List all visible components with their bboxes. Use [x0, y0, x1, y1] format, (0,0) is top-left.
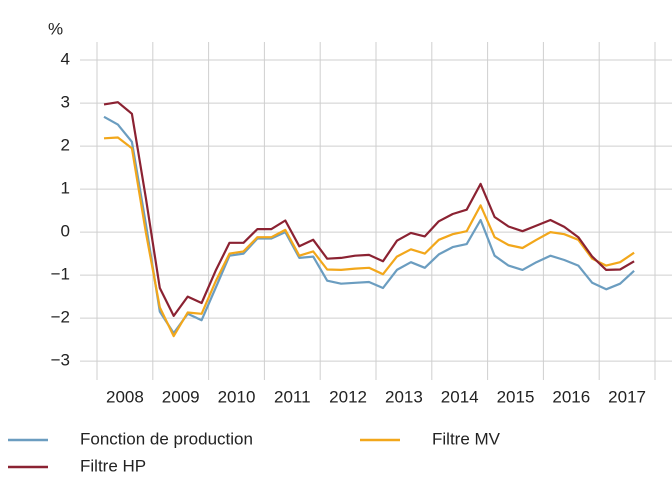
- y-tick-label: −1: [51, 265, 70, 284]
- y-tick-label: −2: [51, 308, 70, 327]
- y-tick-label: 4: [61, 50, 70, 69]
- y-axis-unit: %: [48, 19, 63, 38]
- legend-label: Filtre HP: [80, 456, 146, 475]
- legend-label: Filtre MV: [432, 429, 501, 448]
- x-tick-label: 2016: [552, 387, 590, 406]
- y-tick-label: 1: [61, 179, 70, 198]
- x-tick-label: 2015: [497, 387, 535, 406]
- x-tick-label: 2010: [218, 387, 256, 406]
- y-tick-label: 0: [61, 222, 70, 241]
- x-tick-label: 2011: [274, 387, 311, 406]
- y-tick-label: 3: [61, 93, 70, 112]
- series-line: [103, 115, 635, 335]
- x-tick-label: 2012: [329, 387, 367, 406]
- y-tick-label: 2: [61, 136, 70, 155]
- x-tick-label: 2014: [441, 387, 479, 406]
- x-tick-label: 2009: [162, 387, 200, 406]
- series-line: [103, 101, 635, 317]
- y-tick-label: −3: [51, 351, 70, 370]
- x-tick-label: 2017: [608, 387, 646, 406]
- x-tick-label: 2013: [385, 387, 423, 406]
- series-line: [103, 136, 635, 338]
- legend-label: Fonction de production: [80, 429, 253, 448]
- x-tick-label: 2008: [106, 387, 144, 406]
